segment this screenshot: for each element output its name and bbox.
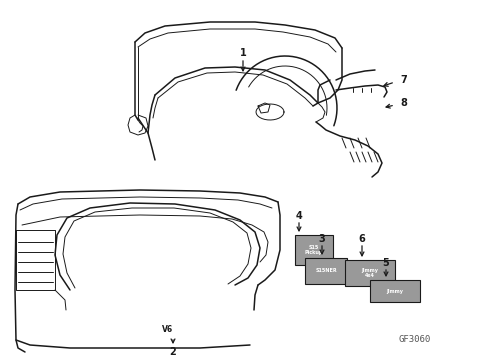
Text: 6: 6 — [359, 234, 366, 244]
Text: 1: 1 — [240, 48, 246, 58]
Text: 8: 8 — [400, 98, 407, 108]
Bar — [295, 235, 333, 265]
Bar — [345, 260, 395, 286]
Text: 2: 2 — [170, 347, 176, 357]
Text: 3: 3 — [318, 234, 325, 244]
Text: 4: 4 — [295, 211, 302, 221]
Bar — [370, 280, 420, 302]
Text: 7: 7 — [400, 75, 407, 85]
Text: Jimmy
4x4: Jimmy 4x4 — [362, 267, 378, 278]
Text: V6: V6 — [163, 325, 173, 334]
Text: GF3060: GF3060 — [399, 336, 431, 345]
Text: S15
Pickup: S15 Pickup — [305, 244, 323, 255]
Text: S15NER: S15NER — [315, 269, 337, 274]
Bar — [305, 258, 347, 284]
Text: 5: 5 — [383, 258, 390, 268]
Text: Jimmy: Jimmy — [387, 288, 403, 293]
